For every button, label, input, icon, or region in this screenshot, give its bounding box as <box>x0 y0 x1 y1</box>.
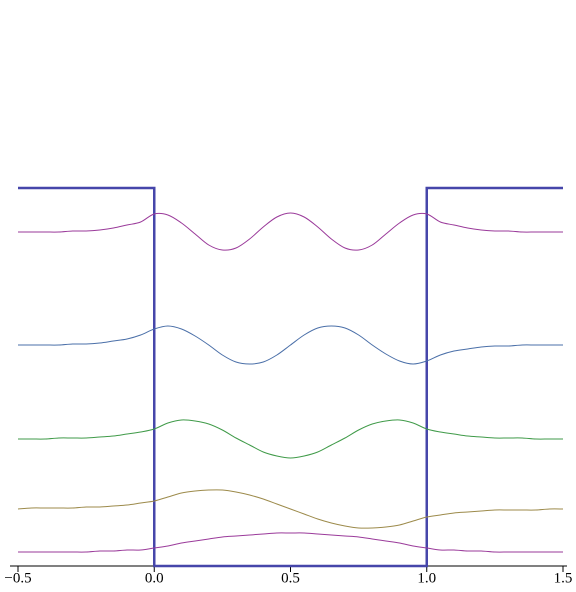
wave-curve <box>18 532 563 553</box>
wave-curve <box>17 489 564 529</box>
x-tick-label: 1.5 <box>554 570 573 586</box>
wave-curve <box>18 419 563 459</box>
wave-curve <box>17 212 563 251</box>
x-tick-label: −0.5 <box>4 570 31 586</box>
wave-curve <box>17 325 563 365</box>
x-tick-label: 0.0 <box>145 570 164 586</box>
x-tick-label: 1.0 <box>417 570 436 586</box>
potential-well <box>18 186 563 568</box>
x-tick-label: 0.5 <box>281 570 300 586</box>
